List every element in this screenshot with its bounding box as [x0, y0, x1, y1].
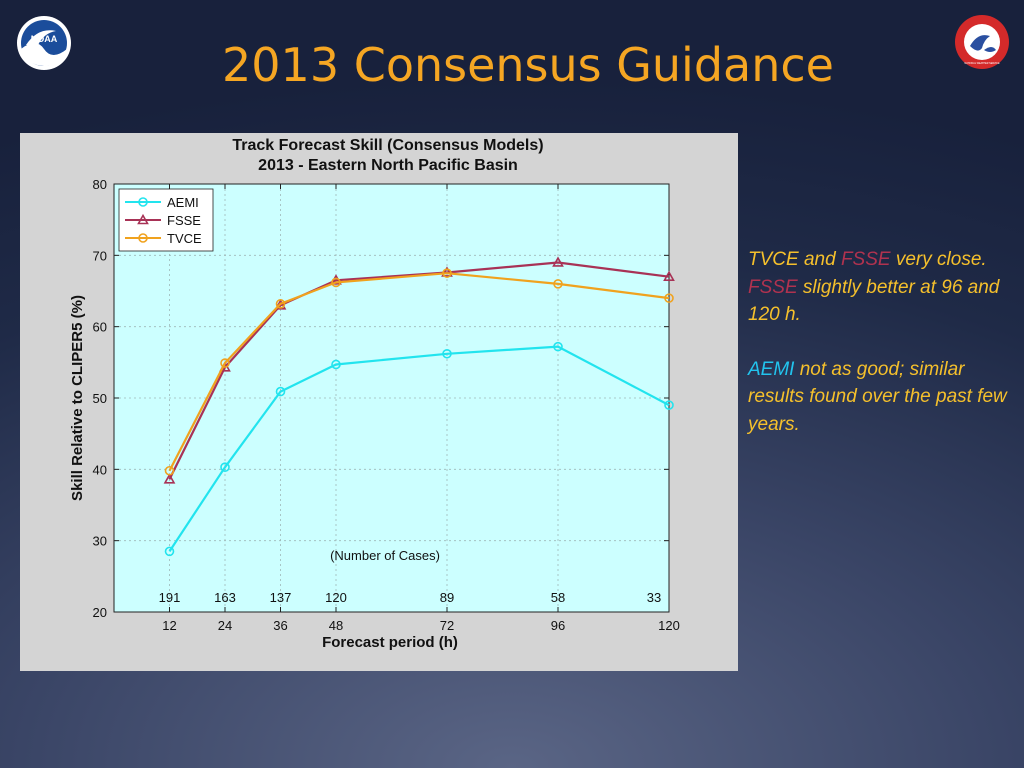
series-line-aemi	[168, 345, 670, 553]
case-count-label: 58	[551, 590, 565, 605]
notes-panel: TVCE and FSSE very close. FSSE slightly …	[748, 246, 1020, 465]
data-point-fsse	[163, 473, 176, 484]
case-count-label: 191	[159, 590, 181, 605]
x-tick-label: 72	[440, 618, 454, 633]
svg-text:NOAA: NOAA	[31, 34, 58, 44]
legend-marker	[137, 213, 149, 225]
chart-title: Track Forecast Skill (Consensus Models)	[232, 137, 543, 154]
chart-panel: Track Forecast Skill (Consensus Models) …	[20, 133, 738, 671]
skill-chart: Track Forecast Skill (Consensus Models) …	[69, 137, 680, 651]
note-very-close: very close.	[890, 249, 987, 270]
chart-subtitle: 2013 - Eastern North Pacific Basin	[258, 157, 518, 174]
data-point-aemi	[164, 546, 175, 557]
data-point-fsse	[552, 256, 564, 267]
case-count-label: 137	[270, 590, 292, 605]
x-tick-label: 120	[658, 618, 680, 633]
data-point-aemi	[275, 386, 286, 397]
noaa-logo-icon: NOAA	[17, 16, 71, 70]
slide-title: 2013 Consensus Guidance	[222, 38, 834, 92]
data-point-fsse	[441, 266, 453, 277]
data-point-tvce	[164, 465, 175, 476]
legend-marker	[138, 197, 148, 207]
data-point-aemi	[331, 359, 341, 370]
data-point-tvce	[275, 299, 286, 309]
legend-label-tvce: TVCE	[167, 231, 202, 246]
case-count-label: 89	[440, 590, 454, 605]
legend-label-fsse: FSSE	[167, 213, 201, 228]
legend-label-aemi: AEMI	[167, 195, 199, 210]
data-point-tvce	[553, 279, 563, 289]
case-count-label: 120	[325, 590, 347, 605]
note-and: and	[798, 249, 841, 270]
data-point-tvce	[331, 277, 341, 288]
y-tick-label: 50	[93, 391, 107, 406]
x-tick-label: 24	[218, 618, 232, 633]
y-axis-label: Skill Relative to CLIPER5 (%)	[69, 295, 86, 501]
note-fsse: FSSE	[840, 249, 891, 270]
note-paragraph-1: TVCE and FSSE very close. FSSE slightly …	[748, 246, 1020, 329]
case-count-label: 163	[214, 590, 236, 605]
data-point-aemi	[442, 348, 452, 359]
y-tick-label: 20	[93, 605, 107, 620]
data-point-tvce	[220, 358, 230, 368]
x-tick-label: 12	[162, 618, 176, 633]
data-point-aemi	[664, 400, 674, 410]
y-tick-label: 70	[93, 248, 107, 263]
svg-text:NATIONAL WEATHER SERVICE: NATIONAL WEATHER SERVICE	[964, 62, 1000, 65]
case-counts: 191 163 137 120 89 58 33	[159, 590, 662, 605]
note-aemi: AEMI	[748, 358, 795, 380]
nws-logo-icon: NATIONAL WEATHER SERVICE	[955, 15, 1009, 69]
y-tick-label: 40	[93, 462, 107, 477]
note-not-as-good: not as good; similar results found over …	[748, 358, 1007, 435]
y-tick-label: 80	[93, 177, 107, 192]
axes: 20 30 40 50 60 70 80 12 24 36 48 72 96 120	[93, 177, 680, 633]
x-tick-label: 48	[329, 618, 343, 633]
series	[163, 256, 675, 557]
x-axis-label: Forecast period (h)	[322, 634, 458, 651]
data-point-tvce	[664, 293, 674, 303]
note-fsse-2: FSSE	[748, 276, 798, 298]
data-point-tvce	[442, 268, 452, 278]
series-line-tvce	[168, 272, 670, 472]
data-point-aemi	[553, 341, 563, 352]
legend-marker	[138, 233, 148, 243]
y-tick-label: 60	[93, 320, 107, 335]
legend: AEMI FSSE TVCE	[118, 188, 214, 252]
x-tick-label: 96	[551, 618, 565, 633]
grid	[114, 184, 669, 612]
cases-annotation: (Number of Cases)	[330, 548, 440, 563]
y-tick-label: 30	[93, 534, 107, 549]
note-paragraph-2: AEMI not as good; similar results found …	[748, 356, 1020, 439]
x-tick-label: 36	[273, 618, 287, 633]
case-count-label: 33	[647, 590, 661, 605]
note-slightly-better: slightly better at 96 and 120 h.	[748, 276, 1000, 326]
note-tvce: TVCE	[748, 249, 799, 270]
data-point-fsse	[663, 270, 675, 282]
data-point-aemi	[220, 462, 230, 472]
